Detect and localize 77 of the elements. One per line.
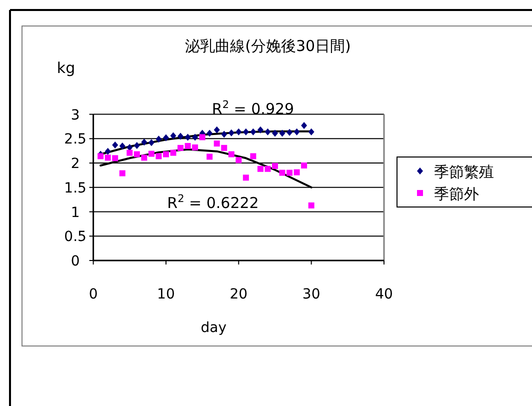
point [141, 138, 148, 146]
point [112, 155, 118, 162]
point [192, 144, 198, 150]
point [206, 130, 213, 137]
point [170, 132, 176, 140]
point [228, 151, 234, 158]
point [119, 170, 126, 176]
annotation: R$^{2}$ = 0.6222 [167, 193, 259, 212]
point [134, 151, 140, 158]
y-tick-label: 0.5 [64, 229, 86, 246]
point [264, 166, 271, 172]
point [250, 153, 256, 160]
x-tick-label: 20 [230, 286, 248, 302]
point [279, 130, 286, 137]
point [112, 142, 118, 148]
point [98, 153, 104, 160]
point [170, 150, 176, 156]
point [126, 150, 133, 156]
point [104, 148, 111, 155]
point [184, 134, 191, 141]
point [250, 128, 256, 136]
point [126, 144, 133, 151]
y-tick-label: 1.5 [64, 180, 86, 196]
point [301, 162, 308, 168]
point [214, 126, 220, 134]
point [156, 153, 162, 160]
point [184, 142, 191, 149]
point [272, 130, 278, 137]
point [257, 166, 264, 172]
point [272, 162, 278, 169]
point [242, 174, 249, 181]
point [294, 128, 300, 136]
x-tick-label: 10 [157, 286, 175, 302]
point [236, 157, 242, 164]
point [206, 154, 213, 160]
point [221, 144, 228, 151]
point [264, 128, 271, 136]
point [242, 128, 249, 136]
point [192, 134, 198, 141]
point [156, 136, 162, 143]
point [214, 140, 220, 147]
point [148, 139, 154, 146]
x-axis-title: day [200, 320, 227, 336]
y-axis-title: kg [56, 59, 76, 77]
legend-label: 季節繁殖 [434, 163, 494, 181]
y-tick-label: 0 [70, 254, 80, 270]
point [134, 142, 140, 149]
point [308, 128, 314, 136]
point [257, 126, 264, 134]
point [286, 170, 293, 176]
x-tick-label: 40 [375, 286, 393, 302]
point [301, 122, 308, 130]
point [119, 142, 126, 150]
point [228, 129, 234, 136]
point [178, 132, 184, 140]
y-tick-label: 3 [70, 107, 80, 124]
y-tick-label: 2 [70, 156, 80, 172]
chart-title: 泌乳曲線(分娩後30日間) [185, 37, 351, 55]
point [141, 154, 148, 161]
point [178, 144, 184, 151]
y-tick-label: 2.5 [64, 132, 86, 148]
point [236, 128, 242, 136]
point [308, 202, 314, 208]
point [104, 154, 111, 161]
annotation: R$^{2}$ = 0.929 [212, 99, 294, 118]
point [162, 151, 169, 158]
point [286, 128, 293, 136]
point [221, 130, 228, 138]
point [279, 170, 286, 176]
point [199, 134, 206, 140]
point [162, 134, 169, 142]
legend-label: 季節外 [434, 185, 479, 203]
y-tick-label: 1 [70, 204, 80, 221]
point [148, 150, 154, 157]
point [294, 169, 300, 176]
x-tick-label: 0 [88, 286, 98, 302]
x-tick-label: 30 [302, 286, 320, 302]
